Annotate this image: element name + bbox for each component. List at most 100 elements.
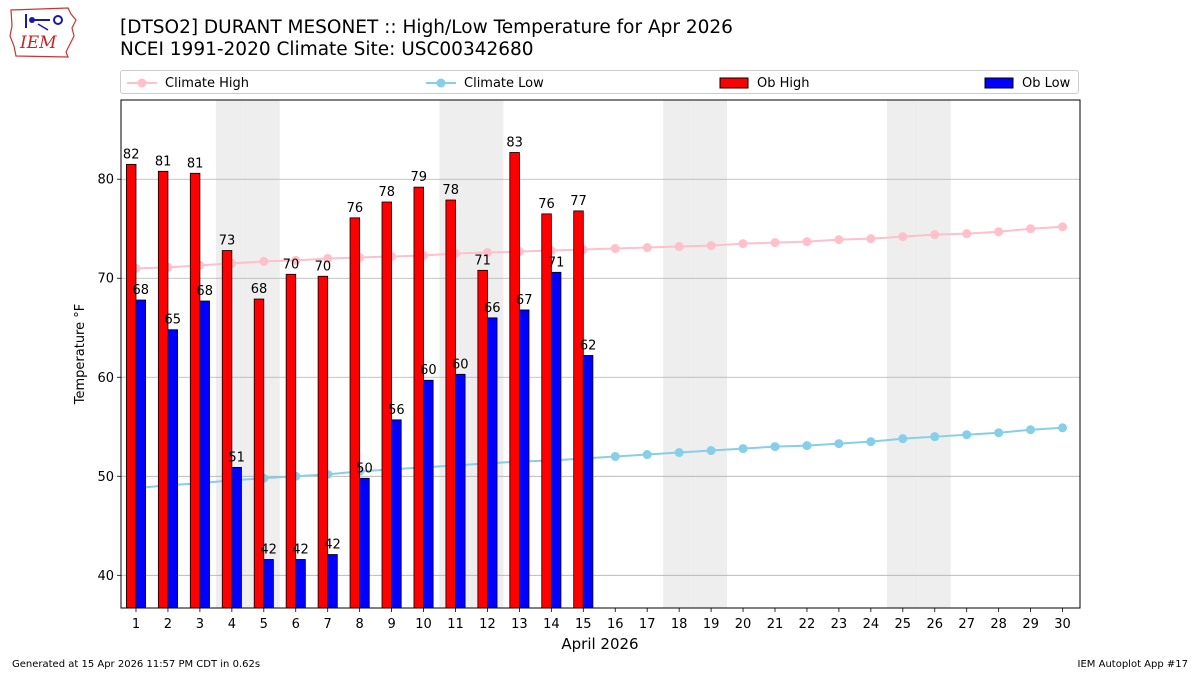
- climate-high-point: [930, 230, 940, 240]
- x-tick-label: 13: [511, 617, 528, 632]
- climate-high-point: [1058, 222, 1068, 232]
- climate-low-point: [802, 441, 812, 451]
- ob-low-bar: [455, 373, 466, 609]
- ob-low-label: 56: [388, 403, 405, 418]
- climate-high-point: [642, 243, 652, 253]
- ob-low-label: 68: [133, 283, 150, 298]
- x-tick-label: 24: [863, 617, 880, 632]
- x-tick-label: 11: [447, 617, 464, 632]
- x-tick-label: 30: [1054, 617, 1071, 632]
- logo-text: IEM: [19, 33, 57, 53]
- ob-high-bar: [445, 199, 456, 609]
- x-axis-label: April 2026: [561, 635, 638, 653]
- ob-low-bar: [582, 355, 594, 609]
- x-tick-label: 21: [767, 617, 784, 632]
- ob-high-label: 68: [251, 282, 268, 297]
- x-tick-label: 19: [703, 617, 720, 632]
- climate-high-point: [610, 244, 620, 254]
- climate-high-point: [898, 232, 908, 242]
- climate-high-point: [866, 234, 876, 244]
- ob-low-label: 51: [228, 450, 245, 465]
- climate-high-point: [482, 247, 492, 257]
- y-tick-label: 70: [97, 272, 114, 287]
- climate-low-point: [962, 430, 972, 440]
- legend-swatch-climate-low: [426, 78, 456, 88]
- footer-generated: Generated at 15 Apr 2026 11:57 PM CDT in…: [12, 659, 261, 670]
- ob-high-label: 71: [474, 253, 491, 268]
- ob-high-bar: [253, 298, 265, 609]
- climate-high-point: [962, 229, 972, 239]
- ob-high-label: 81: [187, 156, 204, 171]
- ob-low-bar: [327, 554, 338, 609]
- ob-low-label: 60: [420, 363, 437, 378]
- ob-high-label: 79: [410, 170, 427, 185]
- legend-item-ob-high: Ob High: [719, 71, 810, 95]
- ob-low-label: 42: [260, 542, 277, 557]
- climate-low-point: [642, 450, 652, 460]
- weekend-shade: [695, 100, 728, 608]
- x-tick-label: 12: [479, 617, 496, 632]
- ob-low-label: 50: [356, 461, 373, 476]
- climate-low-point: [898, 434, 908, 444]
- ob-high-bar: [413, 186, 424, 609]
- climate-high-point: [738, 239, 748, 249]
- ob-high-label: 81: [155, 154, 172, 169]
- climate-high-point: [323, 253, 333, 263]
- ob-high-bar: [541, 213, 552, 609]
- ob-high-bar: [477, 269, 488, 609]
- chart-legend: Climate High Climate Low Ob High Ob Low: [120, 70, 1079, 94]
- x-tick-label: 6: [292, 617, 300, 632]
- ob-high-bar: [285, 273, 297, 609]
- y-tick-label: 80: [97, 173, 114, 188]
- climate-high-point: [291, 255, 301, 265]
- iem-logo: IEM: [8, 6, 80, 58]
- legend-item-climate-high: Climate High: [127, 71, 249, 95]
- ob-high-bar: [573, 210, 584, 609]
- x-tick-label: 23: [831, 617, 848, 632]
- x-tick-label: 14: [543, 617, 560, 632]
- climate-low-point: [770, 442, 780, 452]
- climate-low-point: [930, 432, 940, 442]
- climate-low-point: [706, 446, 716, 456]
- chart-title: [DTSO2] DURANT MESONET :: High/Low Tempe…: [120, 17, 733, 38]
- ob-high-label: 83: [506, 135, 523, 150]
- legend-item-ob-low: Ob Low: [984, 71, 1070, 95]
- ob-low-bar: [391, 419, 402, 609]
- climate-low-point: [738, 444, 748, 454]
- ob-high-label: 76: [538, 197, 555, 212]
- ob-low-bar: [135, 299, 147, 609]
- x-tick-label: 17: [639, 617, 656, 632]
- ob-low-label: 67: [516, 293, 533, 308]
- climate-high-point: [994, 227, 1004, 237]
- legend-label-ob-low: Ob Low: [1022, 75, 1071, 91]
- x-tick-label: 20: [735, 617, 752, 632]
- x-tick-label: 15: [575, 617, 592, 632]
- legend-swatch-climate-high: [127, 78, 157, 88]
- ob-low-bar: [199, 300, 210, 609]
- chart-subtitle: NCEI 1991-2020 Climate Site: USC00342680: [120, 39, 534, 60]
- x-tick-label: 8: [356, 617, 364, 632]
- y-tick-label: 60: [97, 371, 114, 386]
- ob-high-label: 78: [442, 183, 459, 198]
- ob-low-label: 60: [452, 357, 469, 372]
- ob-low-bar: [167, 329, 178, 609]
- ob-high-label: 76: [347, 201, 364, 216]
- x-tick-label: 28: [990, 617, 1007, 632]
- ob-low-bar: [359, 477, 370, 609]
- ob-low-bar: [550, 271, 562, 609]
- x-tick-label: 29: [1022, 617, 1039, 632]
- weekend-shade: [663, 100, 696, 608]
- climate-high-point: [770, 238, 780, 248]
- ob-low-bar: [263, 559, 274, 609]
- climate-low-point: [674, 448, 684, 458]
- y-tick-label: 50: [97, 470, 114, 485]
- x-tick-label: 7: [324, 617, 332, 632]
- x-tick-label: 25: [895, 617, 912, 632]
- plot-frame: [120, 99, 1081, 609]
- climate-low-point: [834, 439, 844, 449]
- ob-low-label: 65: [164, 313, 181, 328]
- ob-high-bar: [126, 163, 137, 609]
- x-tick-label: 22: [799, 617, 816, 632]
- y-axis-label: Temperature °F: [73, 304, 88, 405]
